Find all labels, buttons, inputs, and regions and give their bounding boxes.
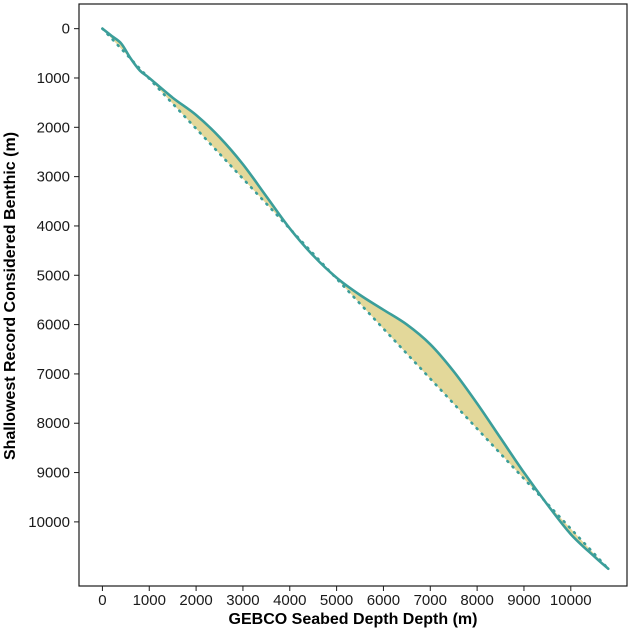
series-layer <box>101 27 610 571</box>
y-tick-label: 9000 <box>37 465 70 482</box>
x-tick-label: 3000 <box>226 592 259 609</box>
y-axis: 0 1000 2000 3000 4000 5000 6000 7000 8000 9000 100… <box>28 21 79 531</box>
y-tick-label: 10000 <box>28 514 70 531</box>
plot-frame <box>78 3 628 587</box>
reference-line-dotted <box>101 27 610 571</box>
x-tick-label: 7000 <box>414 592 447 609</box>
y-tick-label: 4000 <box>37 218 70 235</box>
y-tick-label: 5000 <box>37 267 70 284</box>
x-tick-label: 1000 <box>133 592 166 609</box>
y-axis-title: Shallowest Record Considered Benthic (m) <box>2 132 19 460</box>
x-tick-label: 8000 <box>460 592 493 609</box>
y-tick-label: 2000 <box>37 119 70 136</box>
y-tick-label: 1000 <box>37 70 70 87</box>
y-tick-label: 0 <box>62 21 70 38</box>
x-tick-label: 10000 <box>550 592 592 609</box>
x-tick-label: 2000 <box>179 592 212 609</box>
y-tick-label: 7000 <box>37 366 70 383</box>
y-tick-label: 3000 <box>37 169 70 186</box>
x-axis-title: GEBCO Seabed Depth Depth (m) <box>229 611 478 628</box>
y-tick-label: 6000 <box>37 317 70 334</box>
x-tick-label: 9000 <box>507 592 540 609</box>
x-tick-label: 6000 <box>367 592 400 609</box>
series-line-solid <box>101 27 610 571</box>
x-tick-label: 4000 <box>273 592 306 609</box>
x-tick-label: 0 <box>98 592 106 609</box>
y-tick-label: 8000 <box>37 415 70 432</box>
x-tick-label: 5000 <box>320 592 353 609</box>
x-axis: 0 1000 2000 3000 4000 5000 6000 7000 8000 9000 100… <box>98 586 592 609</box>
